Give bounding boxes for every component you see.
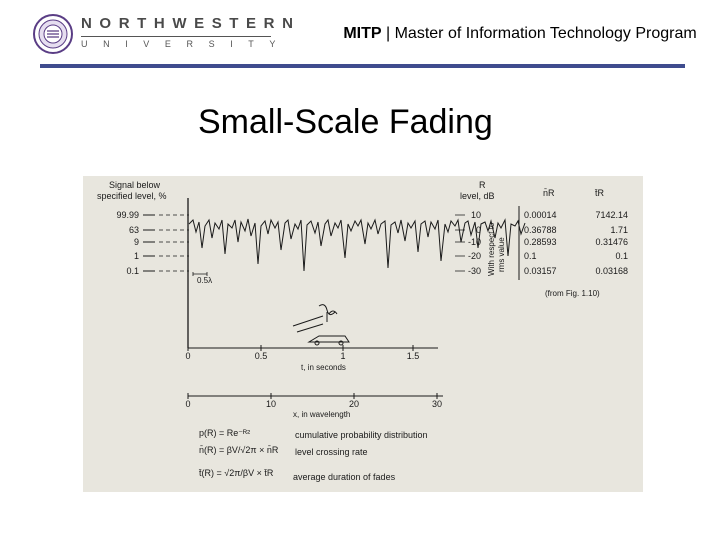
rms-label-2: rms value: [497, 237, 506, 272]
distance-tick-label: 0: [185, 399, 190, 409]
r-tick-label: 10: [471, 210, 481, 220]
program-title: MITP | Master of Information Technology …: [340, 23, 700, 44]
moving-car-icon: [292, 304, 350, 346]
table-n-value: 0.03157: [524, 266, 557, 276]
slide-title: Small-Scale Fading: [198, 103, 493, 141]
left-tick-label: 9: [134, 237, 139, 247]
left-tick-label: 99.99: [116, 210, 139, 220]
distance-axis-label: x, in wavelength: [293, 410, 350, 419]
program-abbrev: MITP: [343, 25, 382, 42]
fading-figure-drawing: Signal below specified level, % 99.99 63…: [97, 180, 628, 482]
left-tick-label: 0.1: [126, 266, 139, 276]
rms-label-1: With respect to: [487, 222, 496, 276]
table-n-column: 0.00014 0.36788 0.28593 0.1 0.03157: [524, 210, 557, 276]
r-label-2: level, dB: [460, 191, 495, 201]
time-tick-label: 0: [185, 351, 190, 361]
logo-rule: [81, 36, 271, 37]
program-name: Master of Information Technology Program: [394, 25, 697, 42]
r-tick-label: -20: [468, 251, 481, 261]
fading-figure: Signal below specified level, % 99.99 63…: [83, 176, 643, 492]
table-n-value: 0.36788: [524, 225, 557, 235]
signal-label-1: Signal below: [109, 180, 161, 190]
time-tick-label: 0.5: [255, 351, 268, 361]
time-tick-label: 1: [340, 351, 345, 361]
equation-crossing-rate: n̄(R) = βV/√2π × n̄R: [199, 445, 279, 455]
equation-crossing-rate-desc: level crossing rate: [295, 447, 368, 457]
header-rule: [40, 64, 685, 68]
distance-tick-label: 30: [432, 399, 442, 409]
table-note: (from Fig. 1.10): [545, 289, 600, 298]
r-tick-label: -10: [468, 237, 481, 247]
time-tick-label: 1.5: [407, 351, 420, 361]
program-separator: |: [381, 25, 395, 42]
table-t-column: 7142.14 1.71 0.31476 0.1 0.03168: [595, 210, 628, 276]
equation-probability: p(R) = Re⁻ᴿ²: [199, 428, 250, 438]
table-n-value: 0.28593: [524, 237, 557, 247]
logo-subwordmark: UNIVERSITY: [81, 39, 292, 49]
half-wavelength-label: 0.5λ: [197, 276, 212, 285]
logo-wordmark: NORTHWESTERN: [81, 15, 301, 32]
table-t-value: 0.31476: [595, 237, 628, 247]
signal-label-2: specified level, %: [97, 191, 167, 201]
distance-tick-label: 20: [349, 399, 359, 409]
table-t-value: 0.1: [615, 251, 628, 261]
table-n-value: 0.00014: [524, 210, 557, 220]
table-header-t: t̄R: [594, 188, 604, 198]
left-axis-ticks: 99.99 63 9 1 0.1: [116, 210, 189, 276]
table-t-value: 1.71: [610, 225, 628, 235]
r-level-ticks: 10 0 -10 -20 -30: [455, 210, 481, 276]
fading-signal-trace: [188, 218, 526, 272]
time-axis-label: t, in seconds: [301, 363, 346, 372]
r-tick-label: -30: [468, 266, 481, 276]
equation-fade-duration: t̄(R) = √2π/βV × t̄R: [198, 468, 274, 478]
northwestern-logo: NORTHWESTERN UNIVERSITY: [33, 14, 293, 56]
table-t-value: 0.03168: [595, 266, 628, 276]
left-tick-label: 63: [129, 225, 139, 235]
equation-probability-desc: cumulative probability distribution: [295, 430, 428, 440]
r-label-1: R: [479, 180, 486, 190]
equation-fade-duration-desc: average duration of fades: [293, 472, 396, 482]
distance-tick-label: 10: [266, 399, 276, 409]
r-tick-label: 0: [476, 225, 481, 235]
table-header-n: n̄R: [543, 188, 555, 198]
university-seal-icon: [33, 14, 73, 54]
left-tick-label: 1: [134, 251, 139, 261]
table-t-value: 7142.14: [595, 210, 628, 220]
table-n-value: 0.1: [524, 251, 537, 261]
